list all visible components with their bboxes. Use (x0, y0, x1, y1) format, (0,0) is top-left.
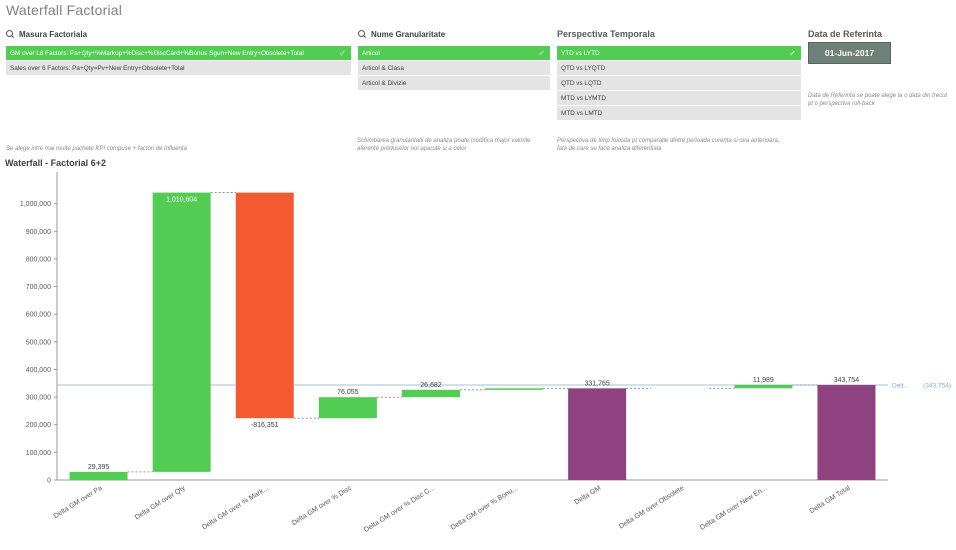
category-label: Delta GM over % Disc C... (363, 485, 436, 534)
data-label: 1,010,604 (166, 197, 197, 204)
perspectiva-option[interactable]: QTD vs LQTD (557, 76, 801, 91)
data-label: -816,351 (251, 422, 279, 429)
y-tick-label: 500,000 (26, 339, 51, 346)
masura-option-label: GM over L8 Factors: Pa+Qty+%Markup+%Disc… (10, 50, 304, 57)
perspectiva-option[interactable]: YTD vs LYTD ✓ (557, 46, 801, 61)
chart-title: Waterfall - Factorial 6+2 (5, 158, 106, 168)
check-icon: ✓ (789, 49, 796, 58)
waterfall-bar[interactable] (152, 192, 211, 472)
granularitate-option[interactable]: Articol & Clasa (358, 61, 550, 76)
category-label: Delta GM over New En... (699, 485, 768, 532)
perspectiva-option-label: MTD vs LMTD (561, 110, 603, 117)
perspectiva-option-label: QTD vs LQTD (561, 80, 602, 87)
waterfall-bar[interactable] (69, 471, 128, 480)
data-label: 331,765 (584, 380, 609, 387)
reference-line-label: Delt... (892, 382, 909, 389)
perspectiva-header: Perspectiva Temporala (557, 26, 801, 42)
masura-option[interactable]: Sales over 6 Factors: Pa+Qty=Pv+New Entr… (6, 61, 351, 76)
masura-list: GM over L8 Factors: Pa+Qty+%Markup+%Disc… (6, 46, 351, 76)
y-tick-label: 600,000 (26, 312, 51, 319)
y-tick-label: 200,000 (26, 422, 51, 429)
data-label: 343,754 (834, 377, 859, 384)
perspectiva-title: Perspectiva Temporala (557, 29, 655, 39)
perspectiva-list: YTD vs LYTD ✓ QTD vs LYQTD QTD vs LQTD MTD v… (557, 46, 801, 121)
app-title: Waterfall Factorial (6, 2, 123, 18)
perspectiva-panel: Perspectiva Temporala YTD vs LYTD ✓ QTD vs… (557, 26, 801, 121)
data-ref-note: Data de Referinta se poate alege la o da… (808, 93, 948, 107)
category-label: Delta GM over % Disc (291, 485, 354, 528)
waterfall-chart[interactable]: 0 100,000 200,000 300,000 400,000 500,000 600,… (0, 168, 956, 550)
perspectiva-option[interactable]: MTD vs LYMTD (557, 91, 801, 106)
y-tick-label: 1,000,000 (20, 201, 51, 208)
perspectiva-option-label: YTD vs LYTD (561, 50, 600, 57)
category-label: Delta GM over Obsolete (618, 485, 685, 531)
y-tick-label: 300,000 (26, 395, 51, 402)
search-icon[interactable] (358, 29, 367, 39)
y-tick-label: 0 (47, 478, 51, 485)
data-label: 29,395 (88, 464, 110, 471)
category-label: Delta GM over % Mark... (201, 485, 270, 532)
granularitate-option-label: Articol (362, 50, 380, 57)
masura-option-label: Sales over 6 Factors: Pa+Qty=Pv+New Entr… (10, 65, 185, 72)
granularitate-panel: Nume Granularitate Articol ✓ Articol & Cla… (358, 26, 550, 91)
data-ref-panel: Data de Referinta (808, 26, 948, 42)
masura-option[interactable]: GM over L8 Factors: Pa+Qty+%Markup+%Disc… (6, 46, 351, 61)
masura-note: Se alege intre mai multe pachete KPI com… (6, 146, 187, 152)
granularitate-header[interactable]: Nume Granularitate (358, 26, 550, 42)
category-label: Delta GM Total (809, 485, 852, 516)
y-tick-label: 900,000 (26, 229, 51, 236)
y-tick-label: 100,000 (26, 450, 51, 457)
category-label: Delta GM over % Bonu... (450, 485, 519, 532)
waterfall-bar[interactable] (318, 397, 377, 419)
perspectiva-option-label: MTD vs LYMTD (561, 95, 606, 102)
y-tick-label: 800,000 (26, 256, 51, 263)
granularitate-note: Schimbarea granularitatii de analiza poa… (357, 138, 531, 152)
search-icon[interactable] (6, 29, 15, 39)
category-label: Delta GM over Pa (53, 485, 104, 520)
y-tick-label: 400,000 (26, 367, 51, 374)
data-label: 76,055 (337, 389, 359, 396)
category-label: Delta GM over Qty (134, 485, 187, 522)
y-tick-label: 700,000 (26, 284, 51, 291)
granularitate-option-label: Articol & Divizie (362, 80, 407, 87)
waterfall-bar[interactable] (568, 388, 627, 480)
check-icon: ✓ (538, 49, 545, 58)
data-label: 11,989 (753, 377, 774, 384)
masura-header[interactable]: Masura Factoriala (6, 26, 351, 42)
reference-date-button[interactable]: 01-Jun-2017 (808, 42, 891, 64)
waterfall-bar[interactable] (817, 384, 876, 480)
data-ref-header: Data de Referinta (808, 26, 948, 42)
granularitate-option[interactable]: Articol ✓ (358, 46, 550, 61)
waterfall-bar[interactable] (734, 384, 793, 389)
data-label: 26,682 (420, 382, 442, 389)
category-label: Delta GM (573, 485, 602, 507)
perspectiva-option[interactable]: MTD vs LMTD (557, 106, 801, 121)
perspectiva-option-label: QTD vs LYQTD (561, 65, 606, 72)
perspectiva-note: Perspectiva de timp folosita pt comparat… (557, 138, 780, 152)
granularitate-option-label: Articol & Clasa (362, 65, 404, 72)
data-ref-title: Data de Referinta (808, 29, 883, 39)
waterfall-bar[interactable] (485, 388, 544, 390)
waterfall-bar[interactable] (235, 192, 294, 419)
perspectiva-option[interactable]: QTD vs LYQTD (557, 61, 801, 76)
check-icon: ✓ (339, 49, 346, 58)
masura-title: Masura Factoriala (19, 29, 88, 39)
reference-line-value: (343,754) (923, 382, 951, 389)
granularitate-title: Nume Granularitate (371, 29, 446, 39)
granularitate-list: Articol ✓ Articol & Clasa Articol & Divizie (358, 46, 550, 91)
masura-panel: Masura Factoriala GM over L8 Factors: Pa… (6, 26, 351, 76)
granularitate-option[interactable]: Articol & Divizie (358, 76, 550, 91)
waterfall-bar[interactable] (401, 389, 460, 398)
